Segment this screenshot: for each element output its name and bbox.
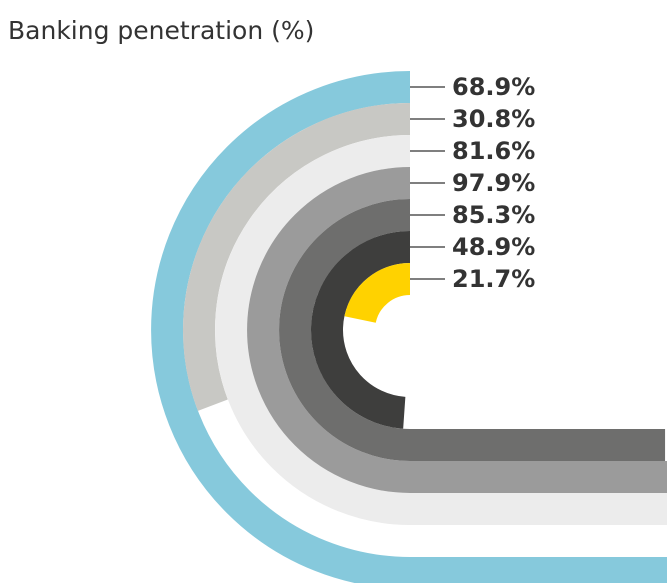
- value-label: 97.9%: [452, 169, 535, 197]
- value-label: 68.9%: [452, 73, 535, 101]
- radial-bar: [344, 263, 411, 324]
- radial-bar: [151, 71, 667, 583]
- value-label: 85.3%: [452, 201, 535, 229]
- value-label: 21.7%: [452, 265, 535, 293]
- radial-bar: [215, 135, 667, 525]
- radial-bar: [279, 199, 666, 461]
- radial-bar: [183, 103, 411, 411]
- value-label: 48.9%: [452, 233, 535, 261]
- value-label: 30.8%: [452, 105, 535, 133]
- value-label: 81.6%: [452, 137, 535, 165]
- chart-title: Banking penetration (%): [8, 16, 314, 45]
- radial-bar: [247, 167, 667, 493]
- radial-bar: [311, 231, 411, 429]
